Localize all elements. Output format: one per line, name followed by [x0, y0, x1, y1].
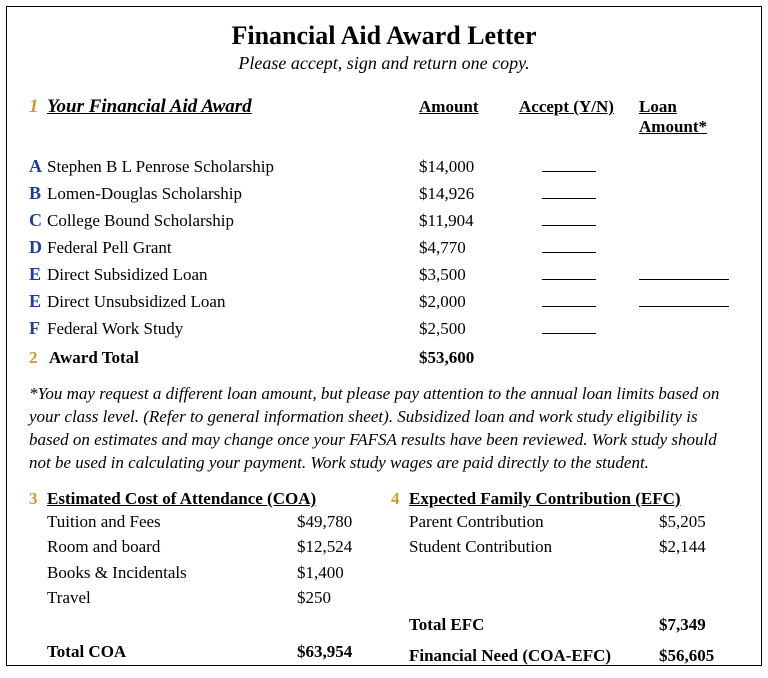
- section-marker-2: 2: [29, 344, 47, 371]
- award-name: Direct Subsidized Loan: [47, 265, 208, 284]
- award-marker: E: [29, 261, 47, 288]
- award-row: EDirect Unsubsidized Loan $2,000: [29, 288, 739, 315]
- coa-total-value: $63,954: [297, 639, 377, 665]
- award-table: AStephen B L Penrose Scholarship$14,000B…: [29, 153, 739, 342]
- efc-row: Parent Contribution$5,205: [391, 509, 739, 535]
- award-marker: C: [29, 207, 47, 234]
- need-label: Financial Need (COA-EFC): [391, 643, 659, 669]
- efc-total-label: Total EFC: [391, 612, 659, 638]
- coa-column: 3Estimated Cost of Attendance (COA) Tuit…: [29, 489, 377, 669]
- award-name: Direct Unsubsidized Loan: [47, 292, 225, 311]
- accept-blank[interactable]: [509, 289, 629, 315]
- award-row: FFederal Work Study $2,500: [29, 315, 739, 342]
- coa-item-value: $12,524: [297, 534, 377, 560]
- need-value: $56,605: [659, 643, 739, 669]
- coa-item-value: $250: [297, 585, 377, 611]
- award-amount: $4,770: [419, 235, 509, 261]
- coa-total-row: Total COA $63,954: [29, 639, 377, 665]
- award-amount: $3,500: [419, 262, 509, 288]
- award-name: Federal Pell Grant: [47, 238, 172, 257]
- award-amount: $2,500: [419, 316, 509, 342]
- coa-item-label: Room and board: [29, 534, 297, 560]
- coa-item-label: Travel: [29, 585, 297, 611]
- award-amount: $14,926: [419, 181, 509, 207]
- award-amount: $14,000: [419, 154, 509, 180]
- efc-title: Expected Family Contribution (EFC): [409, 489, 681, 508]
- loan-amount-blank[interactable]: [629, 289, 739, 315]
- accept-blank[interactable]: [509, 262, 629, 288]
- award-marker: D: [29, 234, 47, 261]
- coa-item-value: $49,780: [297, 509, 377, 535]
- coa-item-label: Tuition and Fees: [29, 509, 297, 535]
- coa-title: Estimated Cost of Attendance (COA): [47, 489, 316, 508]
- loan-amount-blank[interactable]: [629, 262, 739, 288]
- coa-item-value: $1,400: [297, 560, 377, 586]
- award-row: EDirect Subsidized Loan $3,500: [29, 261, 739, 288]
- coa-row: Room and board$12,524: [29, 534, 377, 560]
- accept-blank[interactable]: [509, 154, 629, 180]
- award-amount: $11,904: [419, 208, 509, 234]
- accept-blank[interactable]: [509, 316, 629, 342]
- award-marker: A: [29, 153, 47, 180]
- coa-row: Travel$250: [29, 585, 377, 611]
- efc-item-label: Parent Contribution: [391, 509, 659, 535]
- page-title: Financial Aid Award Letter: [29, 21, 739, 51]
- award-total-amount: $53,600: [419, 344, 509, 371]
- efc-row: Student Contribution$2,144: [391, 534, 739, 560]
- accept-blank[interactable]: [509, 208, 629, 234]
- efc-item-value: $2,144: [659, 534, 739, 560]
- section-marker-3: 3: [29, 489, 47, 509]
- col-header-amount: Amount: [419, 97, 519, 117]
- efc-item-value: $5,205: [659, 509, 739, 535]
- award-marker: F: [29, 315, 47, 342]
- award-name: College Bound Scholarship: [47, 211, 234, 230]
- award-row: DFederal Pell Grant $4,770: [29, 234, 739, 261]
- col-header-loan: Loan Amount*: [639, 97, 739, 137]
- col-header-award: Your Financial Aid Award: [47, 96, 252, 117]
- award-amount: $2,000: [419, 289, 509, 315]
- page-subtitle: Please accept, sign and return one copy.: [29, 53, 739, 74]
- award-total-label: Award Total: [49, 348, 139, 367]
- award-row: AStephen B L Penrose Scholarship $14,000: [29, 153, 739, 180]
- award-name: Stephen B L Penrose Scholarship: [47, 157, 274, 176]
- efc-column: 4Expected Family Contribution (EFC) Pare…: [391, 489, 739, 669]
- award-marker: E: [29, 288, 47, 315]
- coa-total-label: Total COA: [29, 639, 297, 665]
- financial-need-row: Financial Need (COA-EFC) $56,605: [391, 643, 739, 669]
- coa-item-label: Books & Incidentals: [29, 560, 297, 586]
- efc-total-value: $7,349: [659, 612, 739, 638]
- col-header-accept: Accept (Y/N): [519, 97, 639, 117]
- award-letter-page: Financial Aid Award Letter Please accept…: [6, 6, 762, 666]
- award-total-row: 2Award Total $53,600: [29, 344, 739, 371]
- award-row: CCollege Bound Scholarship $11,904: [29, 207, 739, 234]
- coa-row: Tuition and Fees$49,780: [29, 509, 377, 535]
- award-marker: B: [29, 180, 47, 207]
- lower-columns: 3Estimated Cost of Attendance (COA) Tuit…: [29, 489, 739, 669]
- accept-blank[interactable]: [509, 235, 629, 261]
- section-marker-1: 1: [29, 96, 47, 118]
- section-marker-4: 4: [391, 489, 409, 509]
- award-name: Federal Work Study: [47, 319, 183, 338]
- coa-row: Books & Incidentals$1,400: [29, 560, 377, 586]
- efc-item-label: Student Contribution: [391, 534, 659, 560]
- award-name: Lomen-Douglas Scholarship: [47, 184, 242, 203]
- efc-total-row: Total EFC $7,349: [391, 612, 739, 638]
- accept-blank[interactable]: [509, 181, 629, 207]
- award-row: BLomen-Douglas Scholarship $14,926: [29, 180, 739, 207]
- award-header-row: 1Your Financial Aid Award Amount Accept …: [29, 96, 739, 137]
- footnote: *You may request a different loan amount…: [29, 383, 739, 475]
